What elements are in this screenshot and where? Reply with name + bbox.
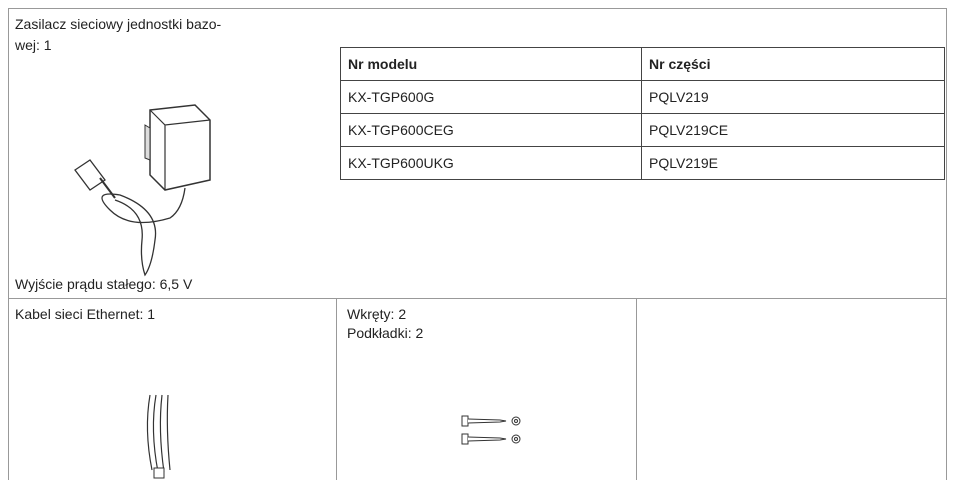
cell: KX-TGP600CEG	[340, 113, 642, 147]
text: Kabel sieci Ethernet: 1	[15, 306, 156, 322]
text: Zasilacz sieciowy jednostki bazo-	[15, 16, 222, 32]
text: wej: 1	[15, 37, 52, 53]
cell: PQLV219E	[641, 146, 945, 180]
border	[946, 8, 947, 480]
adapter-icon	[74, 104, 211, 277]
border	[8, 8, 946, 9]
cell: KX-TGP600G	[340, 80, 642, 114]
cell: KX-TGP600UKG	[340, 146, 642, 180]
border	[336, 298, 337, 480]
parts-table: Nr modelu Nr części KX-TGP600G PQLV219 KX…	[340, 47, 945, 180]
text: Wyjście prądu stałego: 6,5 V	[15, 276, 193, 292]
border	[8, 8, 9, 480]
cell: PQLV219CE	[641, 113, 945, 147]
row: KX-TGP600UKG PQLV219E	[340, 146, 945, 180]
text: Wkręty: 2	[347, 306, 407, 322]
row: KX-TGP600G PQLV219	[340, 80, 945, 114]
header-cell: Nr modelu	[340, 47, 642, 81]
header-cell: Nr części	[641, 47, 945, 81]
cell: PQLV219	[641, 80, 945, 114]
text: Podkładki: 2	[347, 325, 424, 341]
row: KX-TGP600CEG PQLV219CE	[340, 113, 945, 147]
header-row: Nr modelu Nr części	[340, 47, 945, 81]
border	[636, 298, 637, 480]
screws-icon	[461, 415, 521, 445]
border	[8, 298, 946, 299]
cable-icon	[146, 394, 171, 479]
